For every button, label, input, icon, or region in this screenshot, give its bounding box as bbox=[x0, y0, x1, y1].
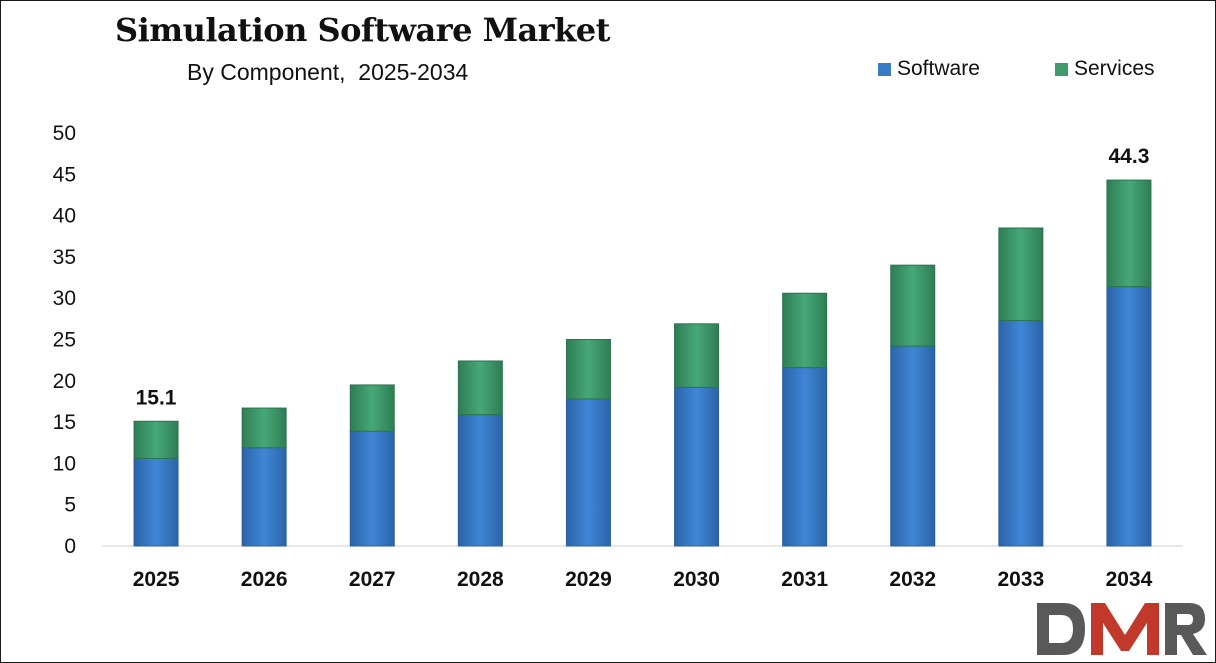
x-tick-label: 2028 bbox=[457, 568, 504, 591]
legend-label-services: Services bbox=[1074, 57, 1155, 80]
data-labels: 15.1 44.3 bbox=[136, 145, 1150, 409]
bar-services-2031 bbox=[782, 292, 828, 369]
x-tick-label: 2034 bbox=[1106, 568, 1153, 591]
y-tick-label: 5 bbox=[64, 494, 76, 517]
bar-services-2025 bbox=[133, 420, 179, 459]
bar-software-2031 bbox=[782, 367, 828, 547]
y-tick-label: 25 bbox=[53, 329, 76, 352]
bar-software-2027 bbox=[349, 430, 395, 547]
x-tick-label: 2025 bbox=[133, 568, 180, 591]
x-tick-label: 2031 bbox=[781, 568, 828, 591]
bar-services-2029 bbox=[565, 339, 611, 400]
y-tick-label: 10 bbox=[53, 452, 76, 475]
bar-services-2034 bbox=[1106, 179, 1152, 288]
dmr-logo bbox=[1037, 603, 1207, 655]
y-tick-label: 35 bbox=[53, 246, 76, 269]
bar-software-2034 bbox=[1106, 286, 1152, 547]
x-tick-label: 2032 bbox=[889, 568, 936, 591]
bar-services-2026 bbox=[241, 407, 287, 449]
chart-title: Simulation Software Market bbox=[115, 11, 610, 49]
legend-swatch-software bbox=[878, 62, 891, 76]
chart-subtitle: By Component, 2025-2034 bbox=[187, 59, 469, 85]
bar-services-2030 bbox=[674, 323, 720, 388]
x-tick-label: 2033 bbox=[997, 568, 1044, 591]
bar-software-2026 bbox=[241, 447, 287, 547]
data-label-2025: 15.1 bbox=[136, 386, 177, 409]
x-tick-label: 2027 bbox=[349, 568, 396, 591]
y-tick-label: 30 bbox=[53, 287, 76, 310]
bar-software-2033 bbox=[998, 320, 1044, 547]
data-label-2034: 44.3 bbox=[1109, 145, 1150, 168]
y-tick-label: 45 bbox=[53, 163, 76, 186]
legend-label-software: Software bbox=[897, 57, 980, 80]
legend-item-services: Services bbox=[1055, 57, 1155, 81]
y-tick-label: 0 bbox=[64, 535, 76, 558]
y-tick-label: 20 bbox=[53, 370, 76, 393]
chart-legend: Software Services bbox=[1, 57, 1215, 87]
bar-software-2025 bbox=[133, 457, 179, 547]
bar-services-2027 bbox=[349, 384, 395, 432]
y-tick-label: 40 bbox=[53, 205, 76, 228]
bar-stacks bbox=[133, 179, 1152, 547]
bar-software-2029 bbox=[565, 398, 611, 547]
y-tick-label: 50 bbox=[53, 122, 76, 145]
bar-software-2032 bbox=[890, 345, 936, 547]
x-tick-label: 2030 bbox=[673, 568, 720, 591]
bar-services-2033 bbox=[998, 227, 1044, 322]
bar-software-2030 bbox=[674, 386, 720, 547]
bar-services-2032 bbox=[890, 264, 936, 347]
bar-services-2028 bbox=[457, 360, 503, 416]
y-axis-ticks: 0 5 10 15 20 25 30 35 40 45 50 bbox=[53, 122, 1183, 558]
legend-item-software: Software bbox=[878, 57, 980, 81]
x-tick-label: 2029 bbox=[565, 568, 612, 591]
x-tick-label: 2026 bbox=[241, 568, 288, 591]
legend-swatch-services bbox=[1055, 62, 1068, 76]
y-tick-label: 15 bbox=[53, 411, 76, 434]
bar-software-2028 bbox=[457, 414, 503, 547]
x-axis-ticks: 2025 2026 2027 2028 2029 2030 2031 2032 2033 2034 bbox=[133, 568, 1153, 591]
